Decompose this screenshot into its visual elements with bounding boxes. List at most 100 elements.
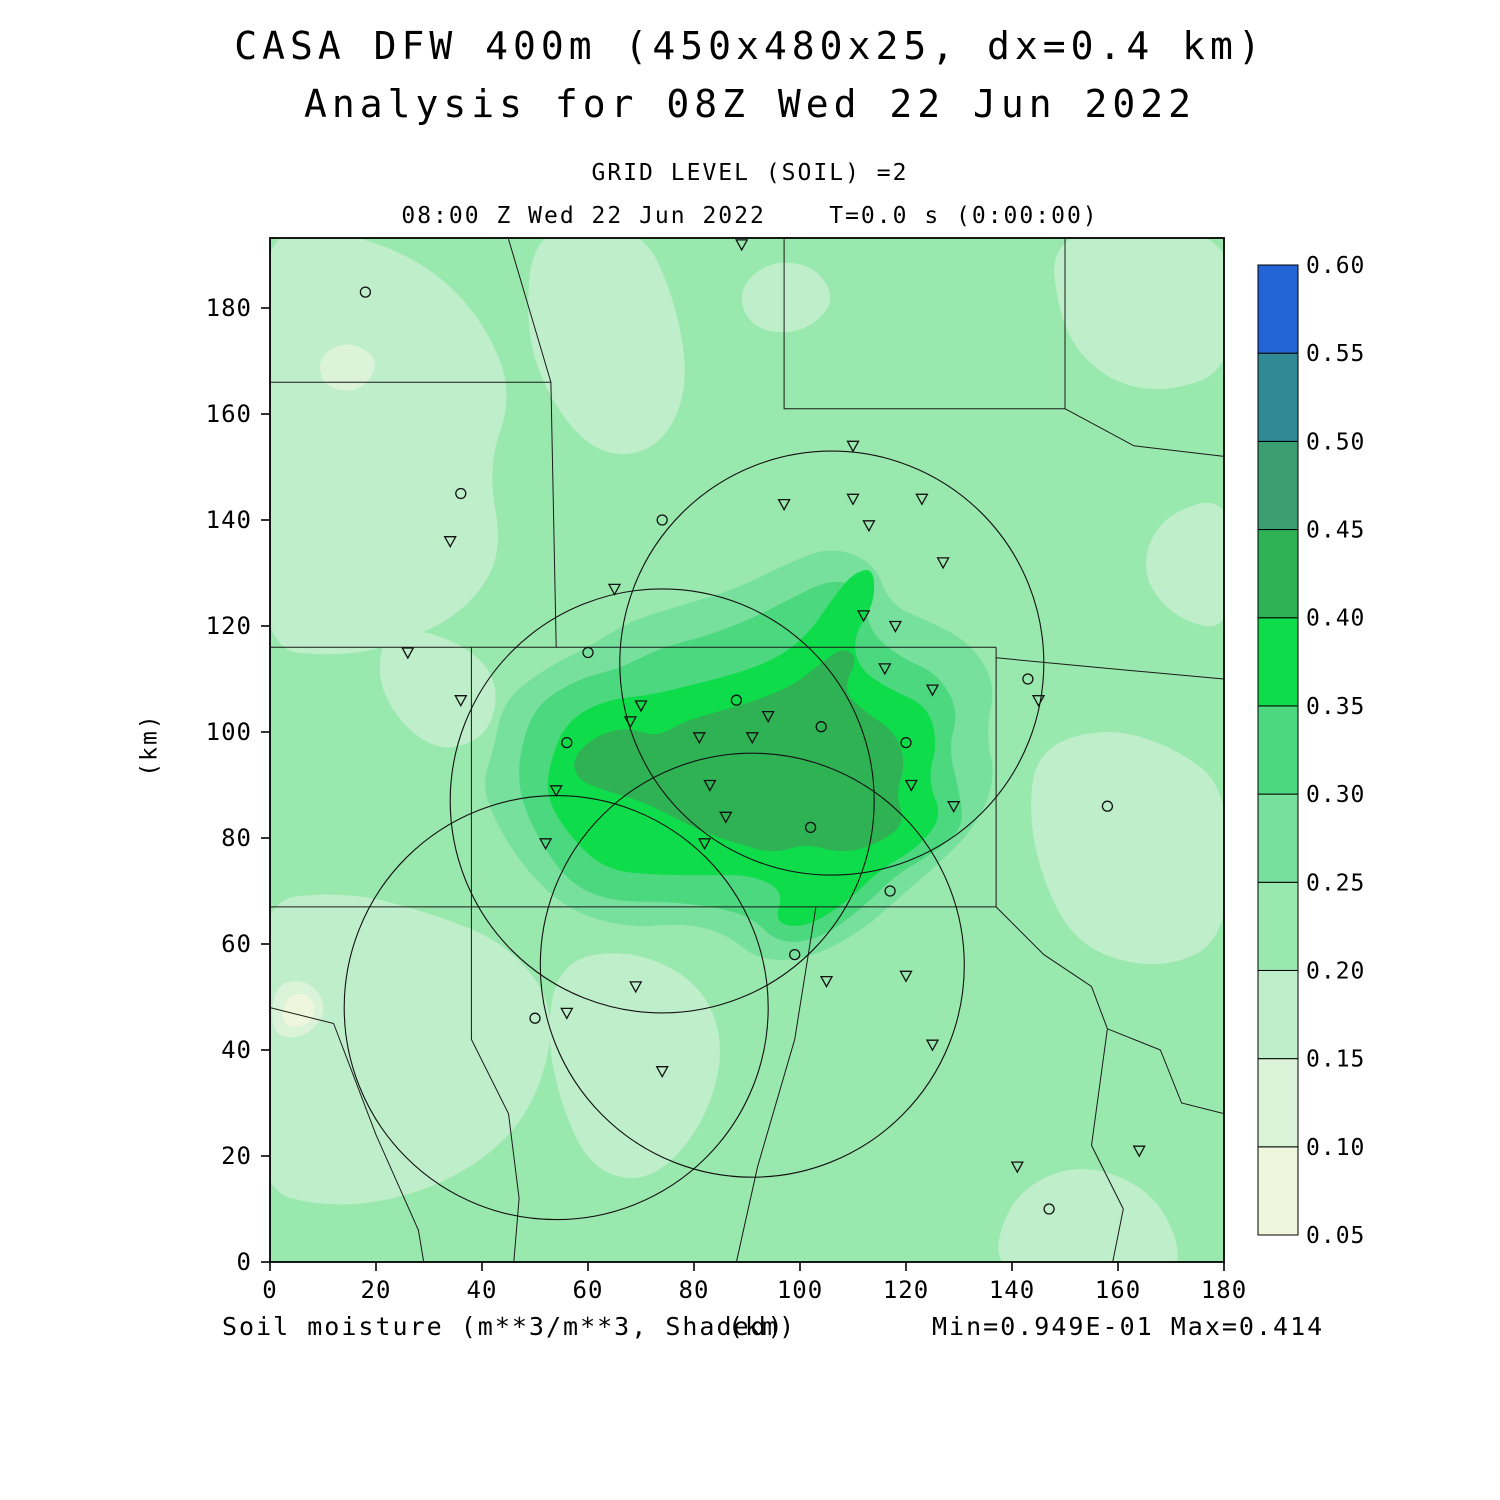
- colorbar-segment: [1257, 793, 1299, 883]
- station-triangle-marker: [549, 785, 563, 798]
- station-triangle-marker: [1010, 1161, 1024, 1174]
- valid-time-label: 08:00 Z Wed 22 Jun 2022 T=0.0 s (0:00:00…: [401, 203, 1099, 229]
- y-axis-label: (km): [136, 713, 163, 777]
- station-circle-marker: [804, 821, 817, 834]
- station-triangle-marker: [634, 700, 648, 713]
- county-line: [270, 1007, 334, 1024]
- station-circle-marker: [1022, 673, 1034, 685]
- county-line: [333, 1023, 425, 1262]
- x-tick-label: 20: [361, 1276, 392, 1304]
- contour-region-0.10-0.15: [320, 344, 375, 391]
- colorbar-label: 0.05: [1306, 1223, 1365, 1249]
- station-triangle-marker: [888, 620, 902, 633]
- station-markers: [359, 239, 1146, 1215]
- station-circle-marker: [455, 487, 467, 500]
- county-line: [783, 239, 1065, 410]
- x-tick-label: 120: [883, 1276, 929, 1304]
- county-line: [470, 906, 520, 1262]
- station-triangle-marker: [1132, 1145, 1146, 1158]
- y-tick-label: 140: [206, 506, 252, 534]
- colorbar-label: 0.40: [1306, 606, 1365, 632]
- station-triangle-marker: [819, 975, 834, 988]
- contour-region-0.15-0.20: [1031, 732, 1224, 965]
- station-triangle-marker: [629, 981, 643, 994]
- x-tick-label: 60: [573, 1276, 604, 1304]
- station-triangle-marker: [703, 779, 717, 792]
- x-axis-unit-label: (km): [728, 1312, 797, 1341]
- station-circle-marker: [730, 694, 743, 706]
- station-triangle-marker: [925, 1039, 940, 1052]
- station-triangle-marker: [401, 647, 415, 660]
- colorbar-label: 0.50: [1306, 429, 1365, 455]
- colorbar-segment: [1257, 1146, 1299, 1236]
- station-triangle-marker: [915, 493, 929, 506]
- radar-range-circle: [539, 752, 965, 1178]
- station-triangle-marker: [692, 732, 706, 745]
- station-triangle-marker: [878, 663, 892, 676]
- station-triangle-marker: [936, 557, 950, 570]
- station-circle-marker: [582, 646, 594, 659]
- station-triangle-marker: [862, 520, 876, 533]
- station-triangle-marker: [904, 779, 918, 792]
- y-tick-label: 0: [237, 1248, 252, 1276]
- station-circle-marker: [359, 286, 372, 298]
- colorbar-segment: [1257, 440, 1299, 531]
- station-triangle-marker: [745, 732, 759, 745]
- plot-frame: [269, 237, 1225, 1263]
- station-triangle-marker: [623, 716, 637, 729]
- station-circle-marker: [1101, 800, 1114, 812]
- grid-level-label: GRID LEVEL (SOIL) =2: [591, 160, 909, 186]
- contour-region-0.05-0.10: [282, 993, 315, 1027]
- colorbar: 0.05 0.10 0.15 0.20 0.25 0.30 0.35 0.40 0.45 0.50…: [1257, 253, 1365, 1249]
- radar-range-circle: [449, 588, 875, 1014]
- contour-region-0.40-0.45: [574, 650, 904, 852]
- station-triangle-marker: [698, 838, 712, 851]
- colorbar-label: 0.10: [1306, 1135, 1365, 1161]
- colorbar-segment: [1257, 617, 1299, 707]
- colorbar-segment: [1257, 969, 1299, 1060]
- station-circle-marker: [561, 736, 573, 749]
- plot-subtitle: Analysis for 08Z Wed 22 Jun 2022: [303, 82, 1197, 126]
- plot-title: CASA DFW 400m (450x480x25, dx=0.4 km): [234, 24, 1266, 68]
- x-tick-label: 40: [467, 1276, 498, 1304]
- station-triangle-marker: [1031, 695, 1046, 708]
- contour-region-0.15-0.20: [270, 894, 551, 1205]
- station-triangle-marker: [719, 811, 733, 824]
- colorbar-label: 0.25: [1306, 870, 1365, 896]
- station-triangle-marker: [947, 801, 961, 814]
- y-tick-label: 100: [206, 718, 252, 746]
- contour-region-0.15-0.20: [1054, 238, 1224, 389]
- shading-variable-label: Soil moisture (m**3/m**3, Shaded): [222, 1312, 785, 1341]
- colorbar-label: 0.35: [1306, 694, 1365, 720]
- station-circle-marker: [656, 514, 668, 526]
- x-tick-label: 180: [1201, 1276, 1247, 1304]
- contour-region-0.15-0.20: [528, 238, 685, 454]
- y-tick-label: 20: [221, 1142, 252, 1170]
- colorbar-segment: [1257, 264, 1299, 354]
- y-tick-label: 160: [206, 400, 252, 428]
- colorbar-label: 0.15: [1306, 1047, 1365, 1073]
- station-triangle-marker: [443, 536, 457, 549]
- x-tick-label: 160: [1095, 1276, 1141, 1304]
- county-line: [996, 657, 1224, 680]
- x-tick-label: 100: [777, 1276, 823, 1304]
- station-triangle-marker: [777, 498, 791, 511]
- min-max-label: Min=0.949E-01 Max=0.414: [932, 1312, 1325, 1341]
- colorbar-segment: [1257, 352, 1299, 442]
- station-triangle-marker: [655, 1066, 669, 1079]
- x-tick-label: 140: [989, 1276, 1035, 1304]
- station-circle-marker: [900, 736, 912, 749]
- county-line: [735, 906, 817, 1262]
- colorbar-segment: [1257, 881, 1299, 971]
- colorbar-label: 0.45: [1306, 518, 1365, 544]
- contour-region-0.15-0.20: [741, 262, 831, 333]
- colorbar-label: 0.20: [1306, 958, 1365, 984]
- station-triangle-marker: [539, 838, 553, 851]
- station-triangle-marker: [761, 710, 775, 723]
- station-triangle-marker: [560, 1007, 574, 1020]
- county-line: [508, 238, 557, 648]
- colorbar-label: 0.55: [1306, 341, 1365, 367]
- station-triangle-marker: [607, 583, 622, 596]
